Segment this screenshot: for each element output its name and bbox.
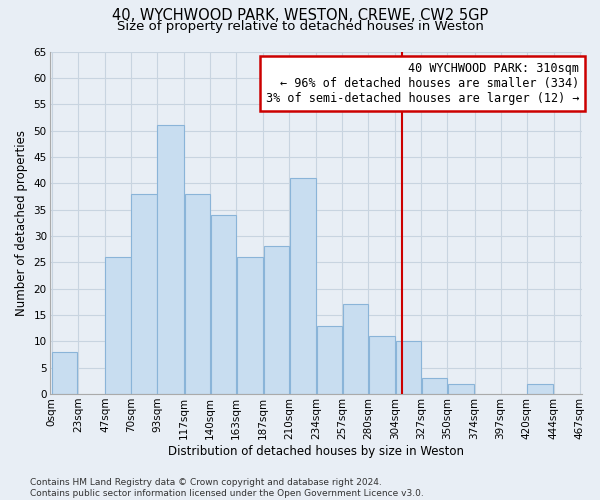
Text: 40 WYCHWOOD PARK: 310sqm
← 96% of detached houses are smaller (334)
3% of semi-d: 40 WYCHWOOD PARK: 310sqm ← 96% of detach… — [266, 62, 580, 105]
Bar — [157, 126, 184, 394]
Y-axis label: Number of detached properties: Number of detached properties — [15, 130, 28, 316]
Bar — [527, 384, 553, 394]
Bar — [343, 304, 368, 394]
Text: Contains HM Land Registry data © Crown copyright and database right 2024.
Contai: Contains HM Land Registry data © Crown c… — [30, 478, 424, 498]
Bar — [52, 352, 77, 394]
Bar — [396, 342, 421, 394]
Bar — [236, 257, 263, 394]
Bar — [422, 378, 447, 394]
Bar — [106, 257, 131, 394]
Bar — [448, 384, 474, 394]
Bar — [131, 194, 157, 394]
Bar — [290, 178, 316, 394]
Bar — [263, 246, 289, 394]
Bar — [185, 194, 209, 394]
Bar — [317, 326, 342, 394]
Text: Size of property relative to detached houses in Weston: Size of property relative to detached ho… — [116, 20, 484, 33]
Bar — [369, 336, 395, 394]
Bar — [211, 215, 236, 394]
X-axis label: Distribution of detached houses by size in Weston: Distribution of detached houses by size … — [168, 444, 464, 458]
Text: 40, WYCHWOOD PARK, WESTON, CREWE, CW2 5GP: 40, WYCHWOOD PARK, WESTON, CREWE, CW2 5G… — [112, 8, 488, 22]
